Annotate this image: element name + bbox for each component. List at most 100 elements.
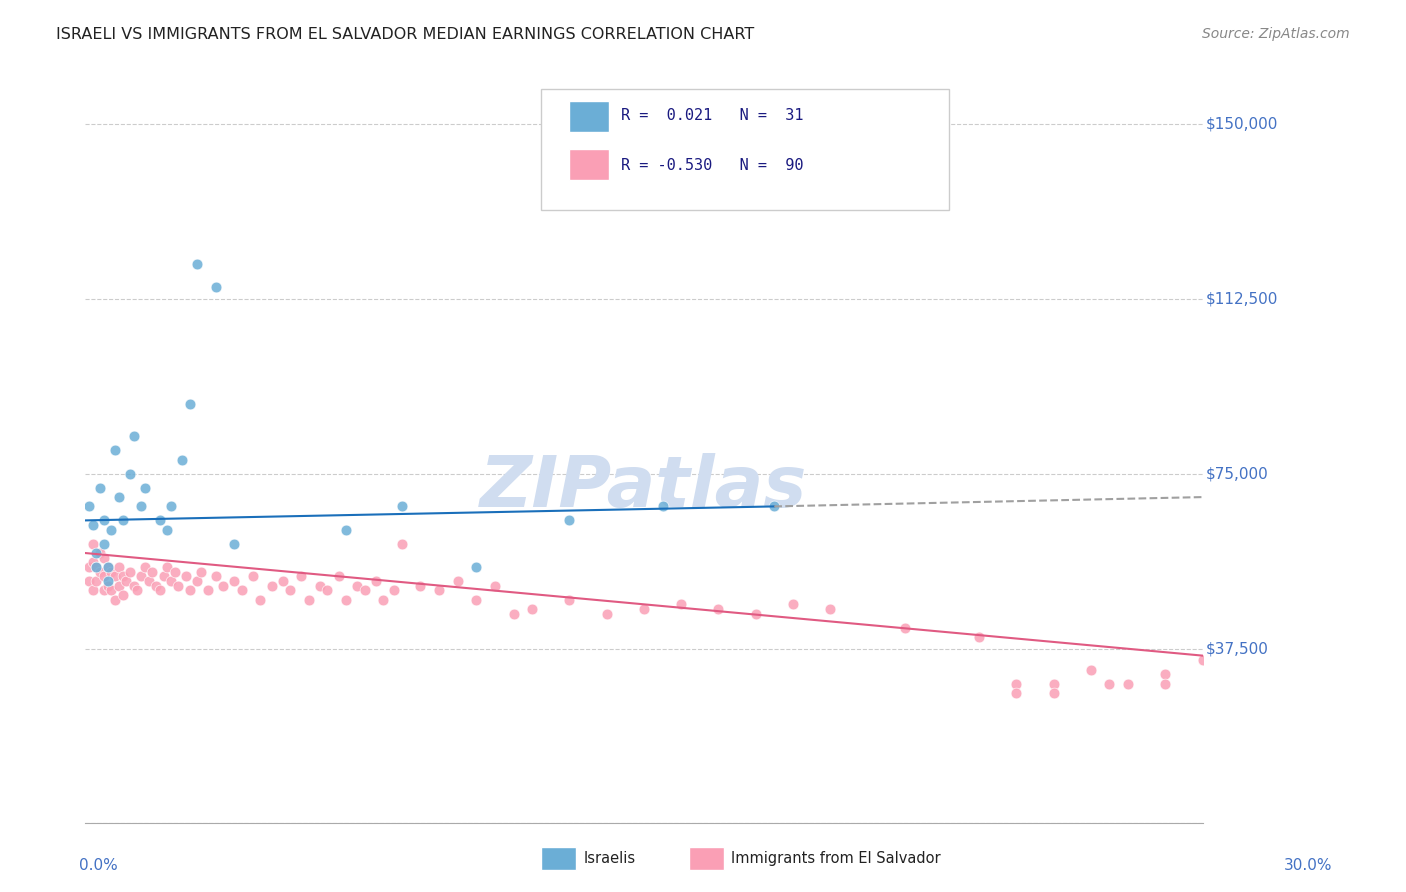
Point — [391, 500, 413, 514]
Point — [104, 569, 127, 583]
Point — [1098, 676, 1121, 690]
Point — [77, 574, 100, 588]
Point — [108, 560, 131, 574]
Point — [1005, 686, 1028, 700]
Point — [149, 583, 172, 598]
Point — [77, 560, 100, 574]
Text: $75,000: $75,000 — [1206, 467, 1270, 482]
Point — [104, 592, 127, 607]
Point — [651, 500, 673, 514]
Point — [391, 537, 413, 551]
Text: 30.0%: 30.0% — [1284, 858, 1331, 872]
Point — [122, 579, 145, 593]
Point — [86, 574, 108, 588]
Point — [1080, 663, 1102, 677]
Point — [122, 429, 145, 443]
Point — [558, 513, 581, 527]
Point — [335, 592, 357, 607]
Point — [204, 569, 226, 583]
Text: ISRAELI VS IMMIGRANTS FROM EL SALVADOR MEDIAN EARNINGS CORRELATION CHART: ISRAELI VS IMMIGRANTS FROM EL SALVADOR M… — [56, 27, 755, 42]
Point — [353, 583, 375, 598]
Point — [93, 513, 115, 527]
Point — [298, 592, 321, 607]
Point — [129, 500, 152, 514]
Point — [149, 513, 172, 527]
Point — [595, 607, 617, 621]
Point — [818, 602, 841, 616]
Text: $112,500: $112,500 — [1206, 292, 1278, 307]
Point — [782, 598, 804, 612]
Point — [127, 583, 149, 598]
Point — [278, 583, 301, 598]
Text: ZIPatlas: ZIPatlas — [481, 453, 807, 522]
Point — [160, 574, 183, 588]
Text: Israelis: Israelis — [583, 851, 636, 865]
Point — [108, 579, 131, 593]
Point — [179, 397, 201, 411]
Point — [373, 592, 395, 607]
Text: R =  0.021   N =  31: R = 0.021 N = 31 — [621, 109, 804, 123]
Point — [1154, 676, 1177, 690]
Point — [89, 565, 111, 579]
Point — [186, 574, 208, 588]
Point — [186, 257, 208, 271]
Point — [249, 592, 271, 607]
Point — [89, 546, 111, 560]
Text: $150,000: $150,000 — [1206, 117, 1278, 131]
Point — [86, 560, 108, 574]
Point — [111, 588, 134, 602]
Point — [115, 574, 138, 588]
Point — [558, 592, 581, 607]
Point — [447, 574, 470, 588]
Point — [118, 565, 141, 579]
Point — [1005, 676, 1028, 690]
Point — [104, 443, 127, 458]
Point — [100, 583, 122, 598]
Point — [1154, 667, 1177, 681]
Point — [290, 569, 312, 583]
Point — [163, 565, 186, 579]
Point — [138, 574, 160, 588]
Point — [93, 550, 115, 565]
Point — [86, 560, 108, 574]
Point — [224, 537, 246, 551]
Point — [172, 452, 194, 467]
Point — [502, 607, 524, 621]
Point — [141, 565, 163, 579]
Point — [384, 583, 406, 598]
Point — [160, 500, 183, 514]
Point — [427, 583, 450, 598]
Point — [93, 537, 115, 551]
Point — [82, 518, 104, 533]
Point — [100, 523, 122, 537]
Text: $37,500: $37,500 — [1206, 641, 1270, 657]
Point — [669, 598, 692, 612]
Point — [156, 560, 179, 574]
Point — [316, 583, 339, 598]
Point — [893, 621, 915, 635]
Point — [152, 569, 174, 583]
Point — [134, 560, 156, 574]
Point — [707, 602, 730, 616]
Point — [111, 513, 134, 527]
Point — [82, 555, 104, 569]
Text: R = -0.530   N =  90: R = -0.530 N = 90 — [621, 158, 804, 172]
Point — [118, 467, 141, 481]
Point — [129, 569, 152, 583]
Point — [346, 579, 368, 593]
Point — [465, 560, 488, 574]
Point — [409, 579, 432, 593]
Point — [156, 523, 179, 537]
Point — [328, 569, 350, 583]
Point — [260, 579, 283, 593]
Point — [364, 574, 387, 588]
Point — [1191, 653, 1213, 667]
Point — [224, 574, 246, 588]
Point — [204, 280, 226, 294]
Point — [82, 537, 104, 551]
Point — [97, 574, 120, 588]
Point — [335, 523, 357, 537]
Point — [77, 500, 100, 514]
Point — [97, 560, 120, 574]
Text: Immigrants from El Salvador: Immigrants from El Salvador — [731, 851, 941, 865]
